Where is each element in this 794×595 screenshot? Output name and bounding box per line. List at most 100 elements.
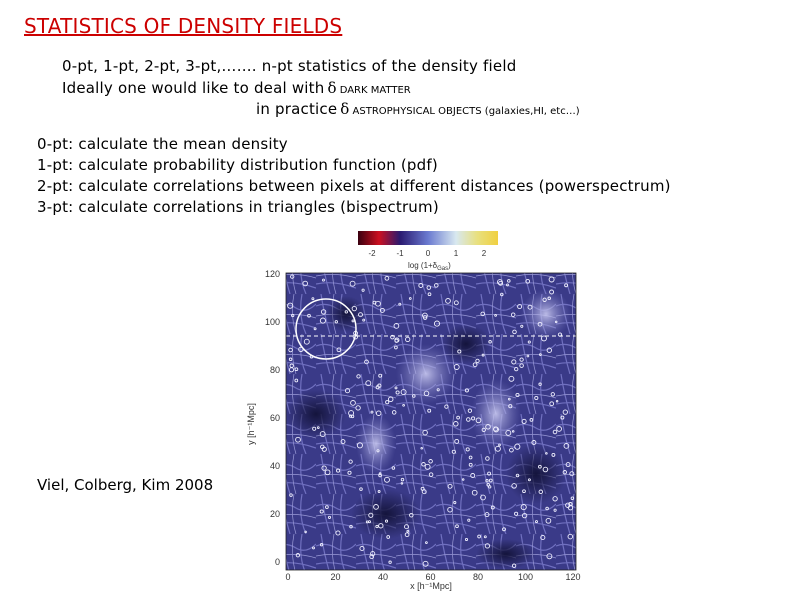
halo-point [340, 439, 346, 445]
halo-point [455, 524, 459, 529]
density-field-panel [285, 272, 577, 571]
halo-point [461, 478, 465, 481]
halo-point [289, 493, 293, 497]
halo-point [379, 307, 385, 313]
halo-point [375, 410, 382, 416]
halo-point [490, 505, 495, 510]
halo-point [375, 524, 379, 529]
halo-point [288, 357, 293, 362]
halo-point [453, 300, 459, 306]
halo-point [427, 292, 432, 297]
halo-point [344, 388, 351, 394]
intro-line-3-prefix: in practice [256, 100, 338, 118]
halo-point [420, 446, 423, 450]
halo-point [514, 511, 519, 516]
halo-point [453, 421, 459, 427]
halo-point [294, 367, 299, 372]
halo-point [548, 276, 555, 283]
halo-point [481, 353, 485, 357]
halo-point [454, 438, 460, 444]
halo-point [556, 426, 562, 432]
halo-point [498, 280, 504, 286]
halo-point [565, 462, 571, 468]
slide-title: STATISTICS OF DENSITY FIELDS [24, 14, 343, 38]
halo-point [319, 431, 326, 438]
halo-point [311, 297, 315, 301]
halo-point [359, 545, 365, 552]
halo-point [426, 285, 432, 290]
halo-point [409, 512, 414, 518]
halo-point [488, 485, 492, 489]
halo-point [562, 409, 568, 415]
halo-point [365, 380, 372, 387]
y-tick-label: 20 [270, 509, 280, 519]
density-field-figure: -2 -1 0 1 2 log (1+δGas) 1 2 [236, 214, 596, 594]
colorbar-tick-label: 1 [454, 249, 459, 258]
halo-point [540, 534, 546, 541]
halo-point [509, 447, 514, 453]
halo-point [522, 489, 526, 494]
halo-point [391, 466, 396, 470]
halo-point [378, 472, 382, 475]
halo-point [521, 512, 528, 519]
x-tick-label: 100 [518, 572, 533, 582]
halo-point [538, 489, 544, 495]
halo-point [303, 338, 310, 345]
astrophysical-objects-label: ASTROPHYSICAL OBJECTS (galaxies,HI, etc…… [352, 106, 580, 117]
halo-point [384, 275, 390, 281]
halo-point [375, 385, 380, 390]
halo-point [545, 452, 548, 455]
halo-point [302, 280, 308, 287]
y-tick-label: 120 [265, 269, 280, 279]
highlight-circle [295, 298, 357, 360]
halo-point [493, 426, 499, 433]
halo-point [541, 335, 547, 342]
halo-point [468, 455, 473, 460]
halo-point [294, 378, 299, 383]
halo-point [421, 489, 427, 495]
halo-point [514, 443, 521, 450]
halo-point [349, 524, 353, 529]
halo-point [394, 338, 399, 343]
x-tick-label: 120 [565, 572, 580, 582]
halo-point [378, 473, 382, 478]
x-tick-label: 80 [473, 572, 483, 582]
halo-point [483, 535, 487, 539]
halo-point [494, 445, 501, 452]
halo-point [334, 320, 338, 324]
halo-point [321, 465, 327, 471]
halo-point [551, 452, 556, 457]
halo-point [385, 400, 390, 405]
halo-point [327, 515, 332, 519]
halo-point [531, 440, 537, 445]
halo-point [562, 470, 567, 475]
halo-point [391, 410, 397, 415]
halo-point [554, 320, 558, 324]
halo-point [552, 429, 558, 435]
halo-point [453, 501, 457, 505]
delta-symbol: δ [327, 79, 337, 97]
halo-point [348, 414, 353, 418]
halo-point [480, 311, 485, 317]
halo-point [362, 318, 366, 322]
halo-point [402, 403, 405, 407]
halo-point [388, 560, 392, 564]
halo-point [290, 274, 295, 279]
x-tick-label: 60 [425, 572, 435, 582]
y-axis-label: y [h⁻¹Mpc] [246, 403, 256, 445]
halo-point [466, 417, 471, 422]
halo-point [505, 429, 512, 436]
halo-point [534, 395, 539, 401]
halo-point [526, 354, 530, 358]
halo-point [546, 553, 553, 560]
halo-point [351, 319, 355, 323]
halo-point [569, 471, 575, 477]
halo-point [552, 496, 558, 502]
halo-point [547, 296, 551, 301]
halo-point [538, 382, 542, 386]
halo-point [475, 358, 480, 364]
halo-point [464, 537, 469, 542]
halo-point [565, 502, 571, 508]
halo-point [464, 388, 469, 393]
halo-point [324, 469, 331, 476]
